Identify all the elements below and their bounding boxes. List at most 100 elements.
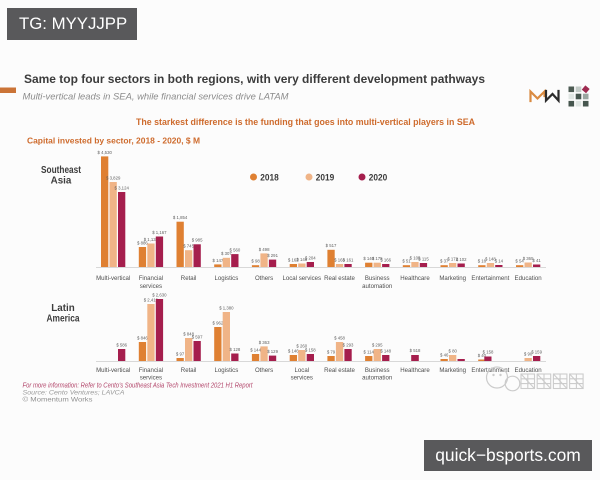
svg-text:Real estate: Real estate xyxy=(324,367,355,374)
svg-text:$ 365: $ 365 xyxy=(523,256,534,261)
svg-text:$ 307: $ 307 xyxy=(221,251,232,256)
svg-text:Same top four sectors in both: Same top four sectors in both regions, w… xyxy=(24,73,485,86)
svg-text:$ 14: $ 14 xyxy=(495,258,504,263)
svg-text:$ 90: $ 90 xyxy=(524,351,533,356)
svg-text:$ 2,419: $ 2,419 xyxy=(144,297,159,302)
svg-text:services: services xyxy=(140,283,162,290)
svg-text:$ 498: $ 498 xyxy=(259,247,270,252)
svg-text:$ 114: $ 114 xyxy=(363,349,374,354)
svg-text:$ 1,380: $ 1,380 xyxy=(219,305,234,310)
svg-text:$ 159: $ 159 xyxy=(531,349,542,354)
svg-text:Education: Education xyxy=(515,367,542,374)
svg-text:services: services xyxy=(291,374,313,381)
svg-text:automation: automation xyxy=(362,374,392,381)
svg-text:Local services: Local services xyxy=(282,275,321,282)
svg-text:$ 161: $ 161 xyxy=(343,257,354,262)
svg-text:Multi-vertical leads in SEA, w: Multi-vertical leads in SEA, while finan… xyxy=(23,92,289,102)
svg-text:$ 848: $ 848 xyxy=(183,331,194,336)
svg-text:$ 40: $ 40 xyxy=(478,353,487,358)
svg-text:$ 148: $ 148 xyxy=(485,256,496,261)
svg-text:2020: 2020 xyxy=(369,172,388,182)
svg-text:services: services xyxy=(140,374,162,381)
svg-text:$ 158: $ 158 xyxy=(305,347,316,352)
svg-text:Healthcare: Healthcare xyxy=(400,367,430,374)
svg-text:$ 1,132: $ 1,132 xyxy=(144,237,159,242)
svg-text:Multi-vertical: Multi-vertical xyxy=(96,367,130,374)
svg-text:Logistics: Logistics xyxy=(215,275,239,282)
svg-text:$ 162: $ 162 xyxy=(288,257,299,262)
svg-text:For more information: Refer to: For more information: Refer to Cento's S… xyxy=(23,381,254,390)
svg-text:$ 293: $ 293 xyxy=(343,342,354,347)
svg-text:Capital invested by sector, 20: Capital invested by sector, 2018 - 2020,… xyxy=(27,136,200,146)
svg-text:$ 102: $ 102 xyxy=(456,257,467,262)
svg-text:Entertainment: Entertainment xyxy=(471,275,509,282)
svg-text:Financial: Financial xyxy=(139,275,163,282)
svg-text:Southeast: Southeast xyxy=(41,165,82,176)
svg-text:$ 745: $ 745 xyxy=(183,244,194,249)
svg-text:Others: Others xyxy=(255,367,273,374)
svg-text:$ 846: $ 846 xyxy=(137,335,148,340)
svg-text:$ 163: $ 163 xyxy=(334,257,345,262)
svg-text:$ 41: $ 41 xyxy=(532,258,541,263)
svg-text:Marketing: Marketing xyxy=(439,275,466,282)
svg-text:Asia: Asia xyxy=(51,175,72,186)
svg-text:$ 144: $ 144 xyxy=(250,347,261,352)
svg-text:Multi-vertical: Multi-vertical xyxy=(96,275,130,282)
svg-text:$ 295: $ 295 xyxy=(372,342,383,347)
svg-text:Logistics: Logistics xyxy=(215,367,239,374)
svg-text:$ 260: $ 260 xyxy=(296,343,307,348)
svg-text:$ 105: $ 105 xyxy=(410,255,421,260)
svg-text:$ 204: $ 204 xyxy=(305,255,316,260)
svg-text:$ 291: $ 291 xyxy=(267,253,278,258)
svg-text:Retail: Retail xyxy=(181,367,197,374)
svg-text:Source: Cento Ventures; LAVCA: Source: Cento Ventures; LAVCA xyxy=(23,390,125,396)
svg-text:$ 1,167: $ 1,167 xyxy=(152,230,167,235)
svg-text:The starkest difference is the: The starkest difference is the funding t… xyxy=(136,117,475,127)
svg-text:$ 37: $ 37 xyxy=(440,259,449,264)
svg-text:Local: Local xyxy=(295,367,310,374)
svg-text:$ 148: $ 148 xyxy=(380,348,391,353)
svg-text:$ 146: $ 146 xyxy=(288,348,299,353)
svg-text:$ 146: $ 146 xyxy=(296,257,307,262)
svg-text:$ 79: $ 79 xyxy=(327,349,336,354)
svg-text:2019: 2019 xyxy=(316,172,335,182)
svg-text:Real estate: Real estate xyxy=(324,275,355,282)
svg-text:$ 46: $ 46 xyxy=(440,352,449,357)
svg-text:Healthcare: Healthcare xyxy=(400,275,430,282)
svg-text:$ 517: $ 517 xyxy=(326,243,337,248)
svg-text:$ 586: $ 586 xyxy=(116,342,127,347)
svg-text:$ 140: $ 140 xyxy=(363,256,374,261)
svg-text:$ 80: $ 80 xyxy=(449,348,458,353)
svg-text:2018: 2018 xyxy=(260,172,279,182)
svg-text:$ 560: $ 560 xyxy=(230,248,241,253)
svg-text:Business: Business xyxy=(365,275,390,282)
svg-text:$ 363: $ 363 xyxy=(259,340,270,345)
svg-text:$ 54: $ 54 xyxy=(515,259,524,264)
svg-text:Retail: Retail xyxy=(181,275,197,282)
svg-text:Financial: Financial xyxy=(139,367,163,374)
svg-text:$ 97: $ 97 xyxy=(176,351,185,356)
svg-text:$ 172: $ 172 xyxy=(447,256,458,261)
svg-text:Entertainment: Entertainment xyxy=(471,367,509,374)
svg-text:$ 3,829: $ 3,829 xyxy=(106,175,121,180)
svg-text:$ 147: $ 147 xyxy=(213,258,224,263)
svg-text:Marketing: Marketing xyxy=(439,367,466,374)
svg-text:$ 962: $ 962 xyxy=(213,320,224,325)
svg-text:$ 51: $ 51 xyxy=(402,259,411,264)
svg-text:$ 158: $ 158 xyxy=(483,349,494,354)
svg-text:$ 166: $ 166 xyxy=(380,257,391,262)
svg-text:$ 597: $ 597 xyxy=(192,334,203,339)
svg-text:$ 2,630: $ 2,630 xyxy=(152,292,167,297)
svg-text:$ 1,854: $ 1,854 xyxy=(173,215,188,220)
svg-text:$ 985: $ 985 xyxy=(192,238,203,243)
svg-text:$ 3,124: $ 3,124 xyxy=(115,185,130,190)
svg-text:Education: Education xyxy=(515,275,542,282)
svg-text:© Momentum Works: © Momentum Works xyxy=(23,395,93,403)
svg-text:Latin: Latin xyxy=(51,303,74,314)
svg-text:$ 518: $ 518 xyxy=(410,348,421,353)
svg-text:$ 4,530: $ 4,530 xyxy=(98,150,113,155)
svg-text:$ 129: $ 129 xyxy=(267,349,278,354)
svg-text:$ 886: $ 886 xyxy=(137,240,148,245)
svg-text:America: America xyxy=(47,314,80,325)
svg-text:$ 16: $ 16 xyxy=(478,259,487,264)
